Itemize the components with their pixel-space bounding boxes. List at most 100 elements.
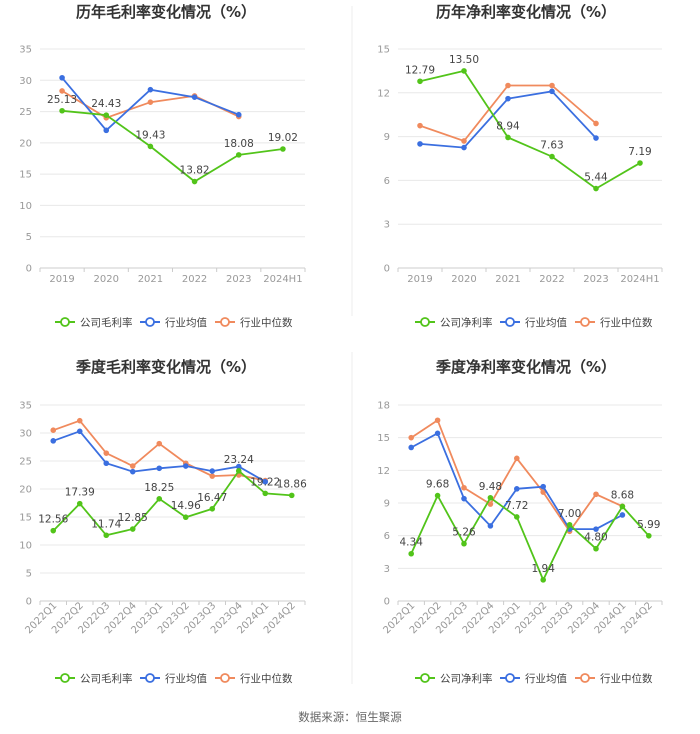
chart3-point-company: [50, 527, 57, 534]
chart4-data-label: 8.68: [611, 489, 634, 501]
chart1-x-tick-label: 2020: [94, 274, 119, 285]
chart3-point-company: [235, 468, 242, 474]
chart2-point-avg: [505, 95, 511, 102]
chart3-point-avg: [209, 468, 216, 474]
chart4-point-company: [461, 540, 467, 547]
chart2-data-label: 7.63: [540, 140, 563, 152]
chart1-x-tick-label: 2022: [182, 274, 207, 285]
chart2-legend-marker-median: [580, 317, 590, 327]
chart1-y-tick-label: 10: [19, 201, 32, 212]
chart2-point-median: [461, 138, 467, 144]
chart3-y-tick-label: 30: [19, 429, 32, 440]
chart3-title: 季度毛利率变化情况（%）: [76, 358, 256, 376]
chart1-y-tick-label: 0: [26, 264, 32, 275]
chart2-point-company: [505, 134, 511, 141]
chart1-x-tick-label: 2021: [138, 274, 163, 285]
chart1-y-tick-label: 25: [19, 107, 32, 118]
chart4-point-avg: [593, 526, 599, 532]
chart1-data-label: 24.43: [91, 98, 121, 110]
chart2-y-tick-label: 6: [384, 176, 390, 187]
chart3-point-median: [76, 417, 83, 424]
chart4-point-median: [434, 417, 441, 424]
chart2-point-median: [549, 82, 555, 89]
chart3-point-avg: [76, 428, 83, 435]
chart3-point-avg: [262, 478, 269, 485]
chart2-x-tick-label: 2020: [451, 274, 476, 285]
chart3-point-median: [129, 463, 136, 469]
chart1-legend-marker-avg: [145, 317, 155, 327]
chart4-y-tick-label: 3: [384, 564, 390, 575]
source-note: 数据来源：恒生聚源: [298, 710, 402, 724]
chart4-y-tick-label: 12: [377, 466, 390, 477]
chart3-data-label: 12.56: [38, 514, 68, 526]
chart3-point-avg: [50, 438, 57, 444]
chart1-y-tick-label: 5: [26, 232, 32, 243]
chart1-x-tick-label: 2024H1: [263, 274, 302, 285]
chart1-data-label: 13.82: [180, 165, 210, 177]
chart4-y-tick-label: 18: [377, 401, 390, 412]
chart3-y-tick-label: 25: [19, 457, 32, 468]
chart3-data-label: 12.85: [118, 512, 148, 524]
chart1-data-label: 25.13: [47, 94, 77, 106]
chart2-point-avg: [549, 88, 555, 95]
chart1-point-company: [147, 143, 154, 150]
chart3-point-company: [288, 492, 295, 499]
chart3-data-label: 14.96: [171, 500, 201, 512]
chart4-data-label: 7.72: [505, 500, 528, 512]
chart4-point-median: [487, 501, 494, 507]
chart4-point-company: [514, 514, 520, 520]
chart4-point-company: [487, 494, 494, 501]
chart1-point-company: [235, 152, 242, 158]
chart4-point-company: [408, 550, 415, 557]
chart3-point-median: [103, 450, 110, 456]
chart4-legend-label-company: 公司净利率: [440, 672, 493, 685]
chart1-y-tick-label: 20: [19, 138, 32, 149]
chart3-point-company: [182, 514, 189, 521]
chart4-point-avg: [619, 512, 626, 518]
chart4-point-company: [540, 577, 547, 583]
chart4-legend-marker-median: [580, 673, 590, 683]
chart3-legend-marker-median: [220, 673, 230, 683]
chart3-legend-marker-company: [60, 673, 70, 683]
chart3-y-tick-label: 5: [26, 569, 32, 580]
chart3-data-label: 18.25: [144, 482, 174, 494]
chart4-data-label: 7.00: [558, 508, 581, 520]
chart4-data-label: 5.26: [452, 527, 476, 539]
chart1-legend-marker-median: [220, 317, 230, 327]
chart2-legend-marker-avg: [505, 317, 515, 327]
chart2-y-tick-label: 3: [384, 220, 390, 231]
chart3-legend-label-company: 公司毛利率: [80, 672, 133, 685]
chart1-y-tick-label: 30: [19, 76, 32, 87]
chart4-legend-marker-company: [420, 673, 430, 683]
chart1-x-tick-label: 2023: [226, 274, 251, 285]
chart3-data-label: 19.22: [250, 476, 280, 488]
chart3-point-company: [76, 500, 83, 507]
chart4-point-company: [619, 503, 626, 510]
chart2-point-median: [417, 122, 423, 129]
chart3-point-avg: [182, 463, 189, 469]
chart2-x-tick-label: 2023: [583, 274, 608, 285]
chart3-y-tick-label: 35: [19, 401, 32, 412]
chart4-point-median: [408, 434, 415, 441]
chart3-data-label: 18.86: [277, 478, 307, 490]
chart2-point-avg: [461, 144, 467, 151]
chart2-line-company: [419, 69, 641, 190]
chart2-data-label: 12.79: [405, 64, 435, 76]
chart4-data-label: 1.94: [532, 563, 556, 575]
chart3-legend-marker-avg: [145, 673, 155, 683]
chart2-data-label: 7.19: [628, 146, 651, 158]
chart4-y-tick-label: 0: [384, 597, 390, 608]
chart4-point-avg: [434, 430, 441, 437]
chart1-y-tick-label: 35: [19, 45, 32, 56]
chart4-data-label: 9.68: [426, 479, 449, 491]
chart4-data-label: 5.99: [637, 519, 660, 531]
chart2-point-avg: [417, 141, 423, 147]
chart3-point-median: [50, 427, 57, 434]
chart2-line-median: [419, 84, 597, 143]
chart3-point-company: [209, 505, 216, 512]
chart4-data-label: 4.34: [400, 537, 424, 549]
chart4-data-label: 9.48: [479, 481, 502, 493]
chart1-line-company: [62, 109, 284, 183]
chart3-y-tick-label: 0: [26, 597, 32, 608]
chart2-legend-marker-company: [420, 317, 430, 327]
